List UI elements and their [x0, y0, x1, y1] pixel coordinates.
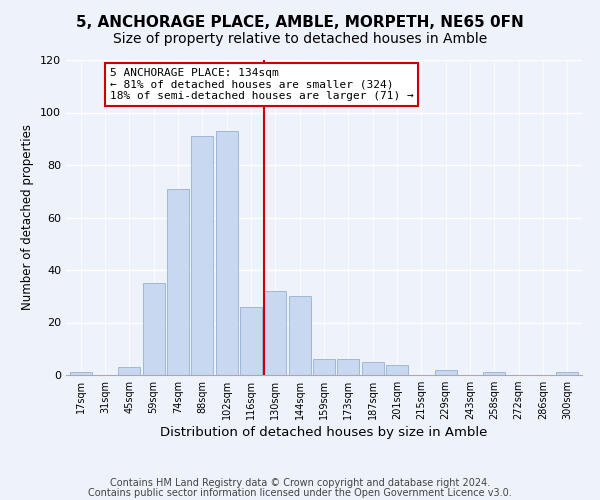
Bar	[191, 136, 213, 375]
Bar	[289, 296, 311, 375]
Text: Contains public sector information licensed under the Open Government Licence v3: Contains public sector information licen…	[88, 488, 512, 498]
Text: Size of property relative to detached houses in Amble: Size of property relative to detached ho…	[113, 32, 487, 46]
Text: 5, ANCHORAGE PLACE, AMBLE, MORPETH, NE65 0FN: 5, ANCHORAGE PLACE, AMBLE, MORPETH, NE65…	[76, 15, 524, 30]
Bar	[313, 359, 335, 375]
Bar	[240, 306, 262, 375]
Bar	[143, 283, 164, 375]
Bar	[362, 362, 383, 375]
X-axis label: Distribution of detached houses by size in Amble: Distribution of detached houses by size …	[160, 426, 488, 440]
Bar	[167, 188, 189, 375]
Y-axis label: Number of detached properties: Number of detached properties	[22, 124, 34, 310]
Text: 5 ANCHORAGE PLACE: 134sqm
← 81% of detached houses are smaller (324)
18% of semi: 5 ANCHORAGE PLACE: 134sqm ← 81% of detac…	[110, 68, 413, 101]
Bar	[484, 372, 505, 375]
Bar	[337, 359, 359, 375]
Bar	[556, 372, 578, 375]
Bar	[215, 131, 238, 375]
Bar	[70, 372, 92, 375]
Text: Contains HM Land Registry data © Crown copyright and database right 2024.: Contains HM Land Registry data © Crown c…	[110, 478, 490, 488]
Bar	[386, 364, 408, 375]
Bar	[435, 370, 457, 375]
Bar	[118, 367, 140, 375]
Bar	[265, 291, 286, 375]
